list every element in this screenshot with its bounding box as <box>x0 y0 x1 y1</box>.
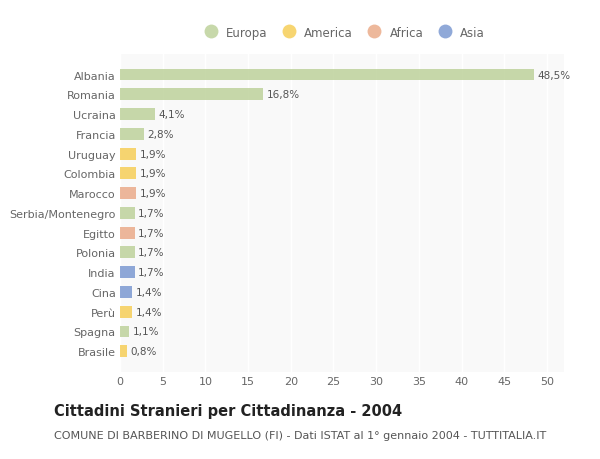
Bar <box>120 69 534 81</box>
Text: 4,1%: 4,1% <box>158 110 185 120</box>
Bar <box>120 286 132 298</box>
Bar <box>120 247 134 259</box>
Text: 1,1%: 1,1% <box>133 327 160 337</box>
Text: 1,9%: 1,9% <box>140 169 166 179</box>
Bar <box>120 89 263 101</box>
Text: COMUNE DI BARBERINO DI MUGELLO (FI) - Dati ISTAT al 1° gennaio 2004 - TUTTITALIA: COMUNE DI BARBERINO DI MUGELLO (FI) - Da… <box>54 431 546 440</box>
Text: 1,4%: 1,4% <box>136 287 162 297</box>
Text: 1,7%: 1,7% <box>138 248 164 258</box>
Legend: Europa, America, Africa, Asia: Europa, America, Africa, Asia <box>196 23 488 43</box>
Bar <box>120 168 136 180</box>
Bar <box>120 267 134 279</box>
Text: Cittadini Stranieri per Cittadinanza - 2004: Cittadini Stranieri per Cittadinanza - 2… <box>54 403 402 419</box>
Text: 0,8%: 0,8% <box>130 347 157 357</box>
Text: 16,8%: 16,8% <box>267 90 300 100</box>
Text: 1,7%: 1,7% <box>138 228 164 238</box>
Bar <box>120 148 136 160</box>
Bar <box>120 306 132 318</box>
Text: 48,5%: 48,5% <box>538 70 571 80</box>
Bar <box>120 326 130 338</box>
Text: 1,7%: 1,7% <box>138 208 164 218</box>
Bar <box>120 207 134 219</box>
Bar <box>120 346 127 358</box>
Text: 1,7%: 1,7% <box>138 268 164 278</box>
Bar <box>120 129 144 140</box>
Text: 2,8%: 2,8% <box>148 129 174 140</box>
Text: 1,9%: 1,9% <box>140 189 166 199</box>
Bar <box>120 227 134 239</box>
Text: 1,9%: 1,9% <box>140 149 166 159</box>
Bar <box>120 188 136 200</box>
Bar <box>120 109 155 121</box>
Text: 1,4%: 1,4% <box>136 307 162 317</box>
